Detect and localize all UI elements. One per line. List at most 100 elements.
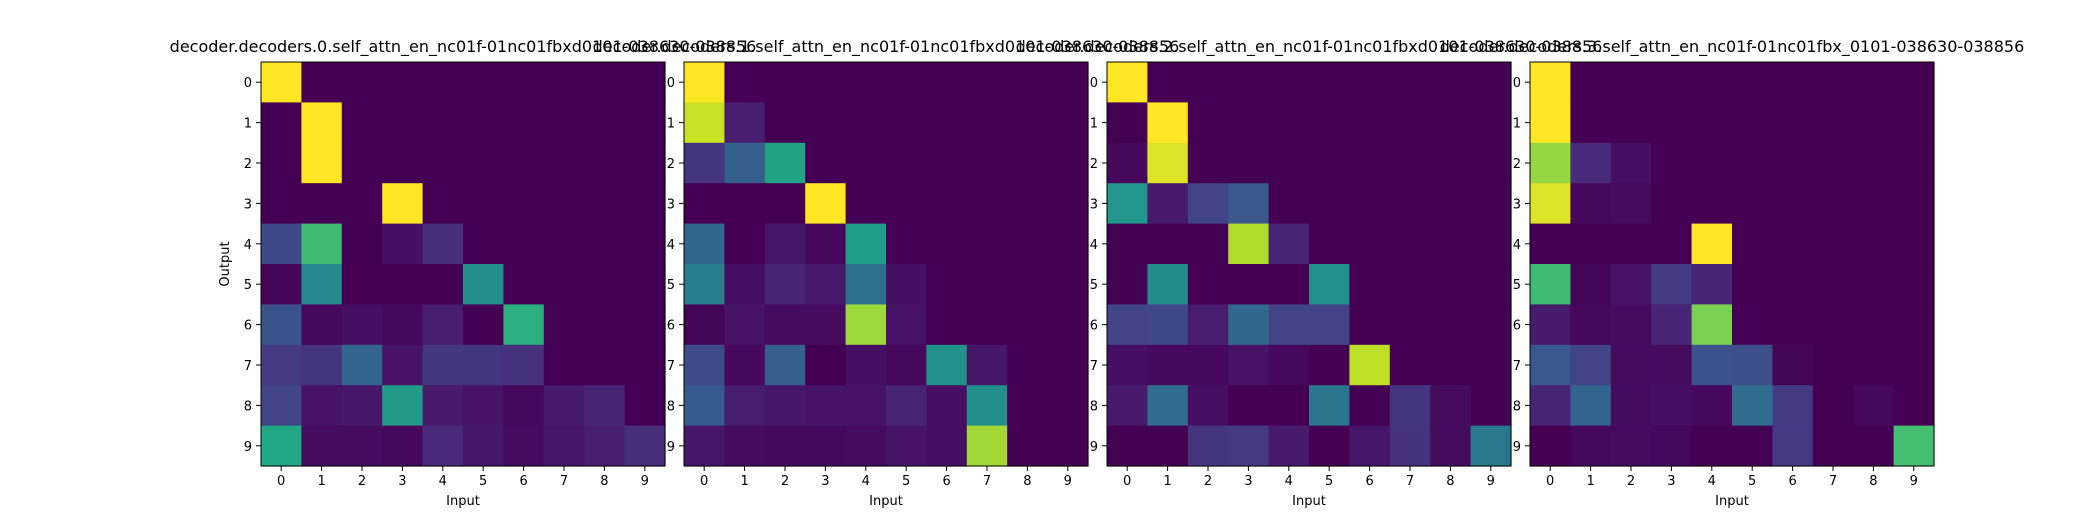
heatmap-cell (684, 102, 725, 144)
y-tick-label: 6 (1090, 319, 1098, 334)
y-tick-label: 3 (1513, 197, 1521, 212)
heatmap-cell (1007, 264, 1049, 305)
heatmap-cell (1430, 385, 1472, 427)
heatmap-cell (1470, 304, 1512, 346)
heatmap-cell (684, 62, 725, 103)
heatmap-cell (1853, 385, 1895, 427)
heatmap-cell (382, 385, 424, 427)
heatmap-cell (1268, 425, 1310, 467)
heatmap-cell (543, 223, 585, 265)
heatmap-cell (1812, 223, 1854, 265)
heatmap-cell (1893, 102, 1935, 144)
heatmap-cell (1570, 102, 1612, 144)
heatmap-panel-2: decoder.decoders.2.self_attn_en_nc01f-01… (1016, 37, 1603, 509)
x-tick-label: 2 (1204, 474, 1212, 489)
heatmap-cell (1107, 142, 1148, 184)
heatmap-cell (845, 102, 887, 144)
heatmap-cell (422, 183, 464, 225)
y-tick-label: 2 (244, 157, 252, 172)
y-tick-label: 4 (667, 238, 675, 253)
y-tick-label: 3 (1090, 197, 1098, 212)
heatmap-cell (261, 142, 302, 184)
heatmap-cell (1570, 223, 1612, 265)
heatmap-cell (1530, 183, 1571, 225)
x-tick-label: 8 (1869, 474, 1877, 489)
heatmap-cell (886, 183, 927, 225)
x-tick-label: 8 (600, 474, 608, 489)
heatmap-cell (1187, 264, 1229, 305)
heatmap-cell (1651, 344, 1693, 386)
heatmap-cell (341, 344, 383, 386)
heatmap-cell (382, 223, 424, 265)
heatmap-cell (1147, 183, 1189, 225)
heatmap-cell (624, 344, 666, 386)
heatmap-cell (684, 304, 725, 346)
y-tick-label: 6 (1513, 319, 1521, 334)
heatmap-cell (543, 385, 585, 427)
heatmap-cell (543, 183, 585, 225)
x-tick-label: 4 (862, 474, 870, 489)
heatmap-cell (724, 62, 766, 103)
heatmap-cell (1691, 142, 1733, 184)
heatmap-cell (805, 344, 847, 386)
heatmap-cell (1772, 183, 1814, 225)
y-tick-label: 2 (667, 157, 675, 172)
heatmap-cell (1228, 264, 1270, 305)
x-tick-label: 2 (358, 474, 366, 489)
heatmap-cell (886, 385, 927, 427)
heatmap-cell (764, 344, 806, 386)
heatmap-cell (1268, 264, 1310, 305)
heatmap-cell (764, 62, 806, 103)
heatmap-cell (301, 183, 343, 225)
heatmap-cell (1309, 223, 1350, 265)
heatmap-cell (1107, 425, 1148, 467)
heatmap-cell (764, 102, 806, 144)
heatmap-cell (1853, 344, 1895, 386)
heatmap-cell (543, 142, 585, 184)
heatmap-cell (886, 264, 927, 305)
heatmap-cell (1732, 264, 1773, 305)
y-tick-label: 8 (667, 399, 675, 414)
heatmap-cell (261, 223, 302, 265)
y-tick-label: 1 (1090, 117, 1098, 132)
heatmap-cell (503, 142, 545, 184)
heatmap-cell (845, 183, 887, 225)
heatmap-cell (1349, 385, 1391, 427)
heatmap-cell (724, 304, 766, 346)
y-tick-label: 0 (1513, 76, 1521, 91)
heatmap-cell (261, 385, 302, 427)
heatmap-cell (1187, 142, 1229, 184)
y-tick-label: 8 (1513, 399, 1521, 414)
heatmap-cell (341, 102, 383, 144)
heatmap-cell (1732, 142, 1773, 184)
heatmap-cell (463, 264, 504, 305)
heatmap-cell (584, 102, 626, 144)
heatmap-cell (1107, 62, 1148, 103)
heatmap-cell (805, 304, 847, 346)
heatmap-cell (1651, 304, 1693, 346)
heatmap-cell (1812, 62, 1854, 103)
heatmap-cell (805, 102, 847, 144)
heatmap-cell (1047, 425, 1089, 467)
y-tick-label: 7 (1090, 359, 1098, 374)
heatmap-cell (1047, 102, 1089, 144)
heatmap-cell (1893, 304, 1935, 346)
y-tick-label: 9 (1513, 440, 1521, 455)
heatmap-cell (805, 385, 847, 427)
heatmap-cell (1430, 142, 1472, 184)
heatmap-cell (1470, 62, 1512, 103)
heatmap-cell (261, 264, 302, 305)
heatmap-cell (422, 62, 464, 103)
heatmap-cell (1812, 304, 1854, 346)
heatmap-cell (1309, 385, 1350, 427)
heatmap-cell (1691, 385, 1733, 427)
heatmap-cell (1349, 264, 1391, 305)
heatmap-cell (624, 142, 666, 184)
heatmap-cell (926, 223, 968, 265)
heatmap-cell (1187, 304, 1229, 346)
heatmap-cell (1853, 62, 1895, 103)
heatmap-cell (301, 102, 343, 144)
x-tick-label: 0 (277, 474, 285, 489)
heatmap-cell (1389, 102, 1431, 144)
heatmap-cell (503, 385, 545, 427)
